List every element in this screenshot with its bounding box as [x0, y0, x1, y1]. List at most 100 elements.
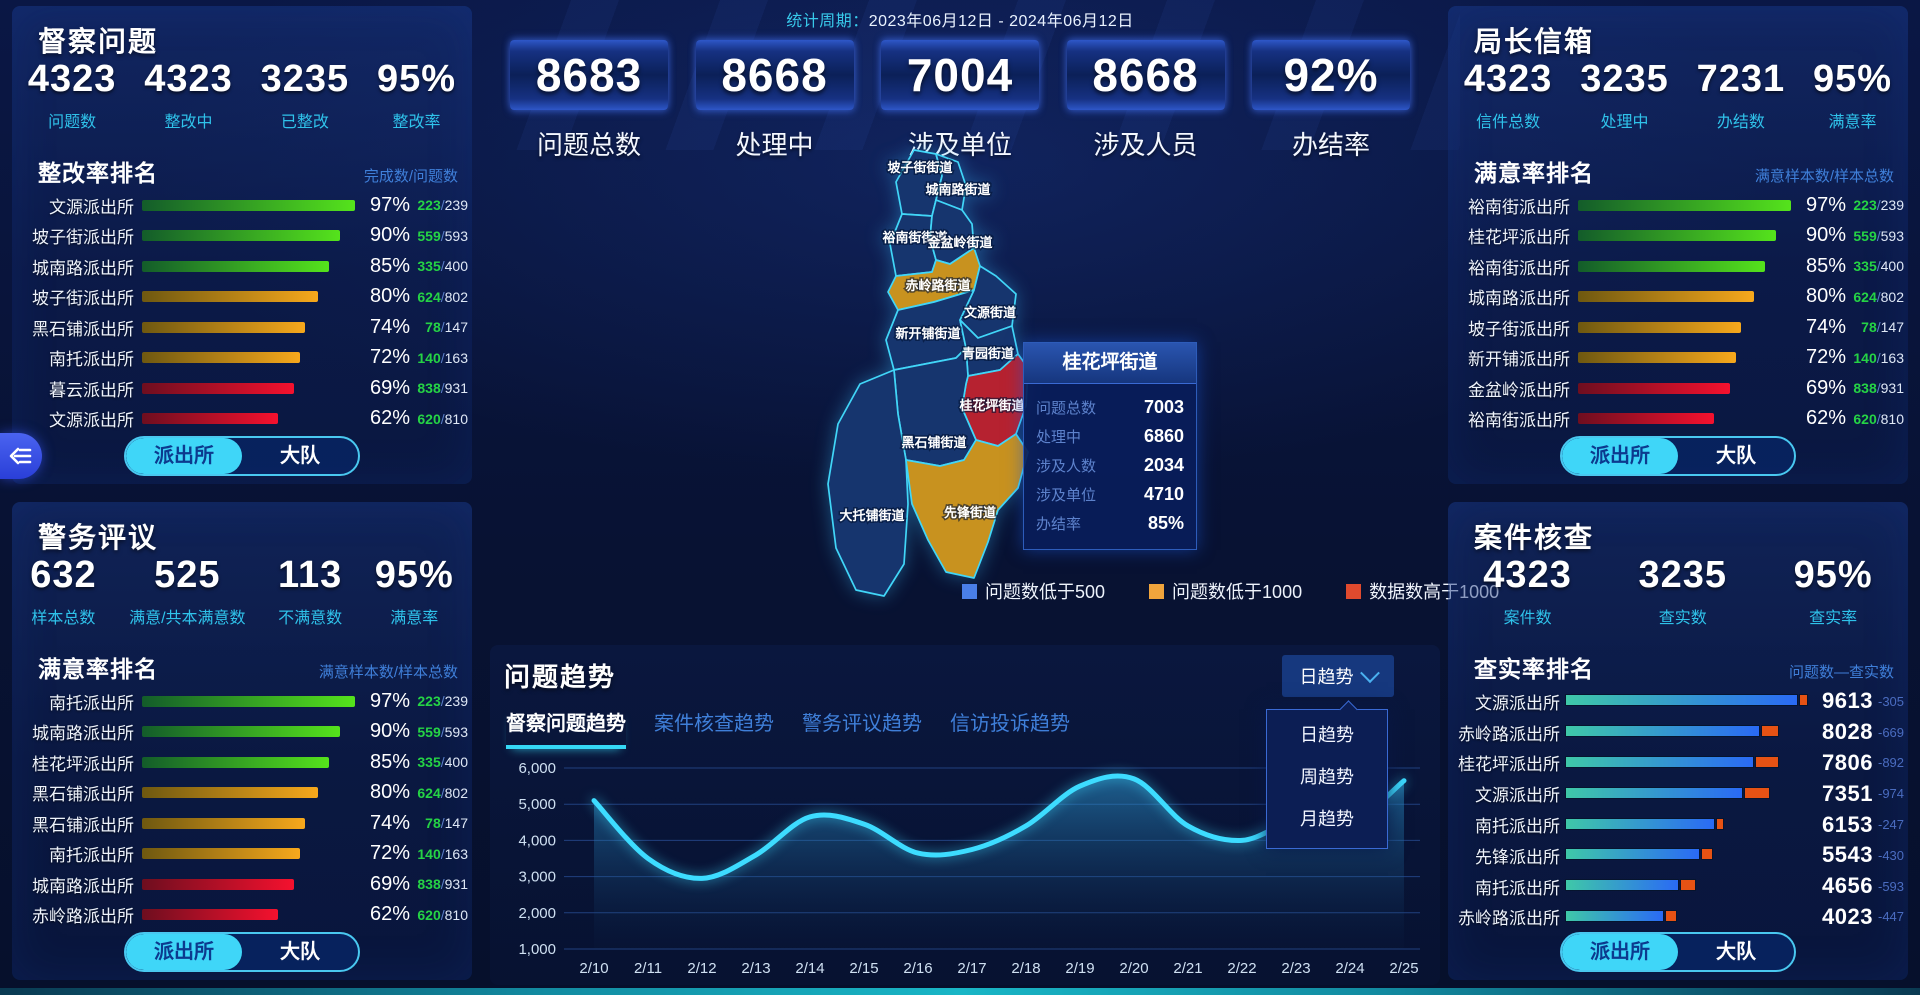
- rank-bar-track: [1578, 413, 1798, 425]
- chevron-down-icon: [1359, 663, 1380, 684]
- rank-bar: [142, 756, 329, 768]
- case-value: 8028: [1822, 719, 1873, 745]
- y-axis-tick: 4,000: [518, 832, 556, 849]
- toggle-option[interactable]: 大队: [280, 941, 320, 963]
- rank-bar-track: [142, 848, 362, 860]
- panel-title: 案件核查: [1474, 522, 1595, 553]
- rank-bar: [142, 352, 301, 364]
- x-axis-tick: 2/20: [1119, 960, 1148, 977]
- rank-bar: [1578, 413, 1715, 425]
- rank-bar-track: [142, 382, 362, 394]
- dropdown-option[interactable]: 日趋势: [1300, 725, 1354, 745]
- toggle-option[interactable]: 大队: [1716, 445, 1756, 467]
- legend-swatch: [1346, 583, 1362, 599]
- trend-tab[interactable]: 督察问题趋势: [506, 707, 626, 749]
- case-bar-tip: [1715, 817, 1724, 830]
- section-hint: 满意样本数/样本总数: [1754, 168, 1894, 185]
- legend-label: 问题数低于1000: [1172, 582, 1303, 602]
- rank-bar-track: [142, 321, 362, 333]
- rank-name: 桂花坪派出所: [32, 754, 134, 774]
- toggle-option[interactable]: 大队: [280, 445, 320, 467]
- map-region-label: 文源街道: [964, 305, 1016, 320]
- kpi-label: 满意率: [1828, 114, 1877, 131]
- case-bar-tip: [1701, 848, 1714, 861]
- legend-label: 问题数低于500: [985, 582, 1106, 602]
- kpi-value: 3235: [1580, 58, 1669, 100]
- rank-percent: 74%: [1805, 315, 1846, 338]
- rank-name: 裕南街派出所: [1468, 411, 1570, 431]
- dropdown-option[interactable]: 周趋势: [1300, 767, 1354, 787]
- rank-row: 赤岭路派出所 62% 620/810: [12, 900, 472, 931]
- rank-bar: [1578, 291, 1754, 303]
- y-axis-tick: 5,000: [518, 796, 556, 813]
- unit-type-toggle[interactable]: 派出所 大队: [124, 932, 360, 972]
- kpi-label: 处理中: [735, 130, 814, 160]
- toggle-option[interactable]: 派出所: [1562, 934, 1678, 970]
- kpi-row: 632 样本总数 525 满意/共本满意数 113 不满意数 95% 满意率: [14, 554, 470, 628]
- case-bar-tip: [1664, 909, 1678, 922]
- case-bar-track: [1565, 879, 1815, 893]
- rank-percent: 90%: [1805, 224, 1846, 247]
- unit-type-toggle[interactable]: 派出所 大队: [1560, 932, 1796, 972]
- rank-bar: [142, 878, 294, 890]
- map-region[interactable]: [827, 369, 909, 597]
- rank-bar-track: [142, 909, 362, 921]
- rank-fraction: 620/810: [417, 410, 468, 427]
- tooltip-label: 涉及人数: [1036, 458, 1097, 475]
- rank-row: 黑石铺派出所 74% 78/147: [12, 312, 472, 343]
- kpi-value: 95%: [374, 554, 454, 596]
- trend-tab[interactable]: 警务评议趋势: [802, 713, 922, 735]
- kpi-row: 4323 案件数 3235 查实数 95% 查实率: [1450, 554, 1906, 628]
- kpi: 8683 问题总数: [510, 40, 668, 162]
- kpi: 95% 查实率: [1794, 554, 1873, 628]
- x-axis-tick: 2/14: [795, 960, 824, 977]
- panel-mailbox: 局长信箱 4323 信件总数 3235 处理中 7231 办结数 95% 满意率…: [1448, 6, 1908, 484]
- kpi-label: 办结率: [1291, 130, 1370, 160]
- dropdown-option[interactable]: 月趋势: [1300, 809, 1354, 829]
- kpi: 3235 已整改: [261, 58, 350, 132]
- tooltip-label: 处理中: [1036, 429, 1082, 446]
- map-region-label: 赤岭路街道: [905, 278, 970, 293]
- y-axis-tick: 2,000: [518, 905, 556, 922]
- rank-row: 暮云派出所 69% 838/931: [12, 373, 472, 404]
- rank-name: 黑石铺派出所: [32, 815, 134, 835]
- rank-list: 裕南街派出所 97% 223/239 桂花坪派出所 90% 559/593 裕南…: [1448, 190, 1908, 434]
- rank-name: 南托派出所: [49, 693, 134, 713]
- kpi-value: 525: [154, 554, 221, 596]
- toggle-option[interactable]: 派出所: [126, 934, 242, 970]
- case-row: 南托派出所 4656 -593: [1448, 871, 1908, 902]
- sidebar-collapse-handle[interactable]: [0, 433, 42, 479]
- unit-type-toggle[interactable]: 派出所 大队: [1560, 436, 1796, 476]
- map-region-label: 黑石铺街道: [901, 435, 966, 450]
- toggle-option[interactable]: 大队: [1716, 941, 1756, 963]
- trend-tab[interactable]: 案件核查趋势: [654, 713, 774, 735]
- x-axis-tick: 2/18: [1011, 960, 1040, 977]
- kpi-value: 95%: [1812, 58, 1893, 100]
- rank-bar-track: [1578, 352, 1798, 364]
- rank-fraction: 78/147: [425, 319, 468, 336]
- rank-percent: 69%: [369, 872, 410, 895]
- toggle-option[interactable]: 派出所: [126, 438, 242, 474]
- case-row: 桂花坪派出所 7806 -892: [1448, 748, 1908, 779]
- rank-bar: [1578, 260, 1765, 272]
- rank-fraction: 140/163: [417, 349, 468, 366]
- trend-period-menu: 日趋势 周趋势 月趋势: [1266, 709, 1388, 849]
- trend-period-dropdown[interactable]: 日趋势: [1282, 655, 1394, 697]
- case-minor-value: -247: [1878, 817, 1905, 833]
- unit-type-toggle[interactable]: 派出所 大队: [124, 436, 360, 476]
- rank-bar-track: [142, 199, 362, 211]
- case-bar-track: [1565, 694, 1815, 708]
- case-bar: [1565, 725, 1760, 738]
- kpi: 632 样本总数: [30, 554, 96, 628]
- rank-fraction: 838/931: [417, 380, 468, 397]
- case-bar-tip: [1744, 786, 1770, 799]
- case-minor-value: -447: [1878, 909, 1905, 925]
- rank-bar-track: [142, 726, 362, 738]
- map-region[interactable]: [905, 433, 1029, 579]
- trend-tab[interactable]: 信访投诉趋势: [950, 713, 1070, 735]
- rank-fraction: 838/931: [1853, 380, 1904, 397]
- map-region-label: 金盆岭街道: [926, 235, 992, 250]
- rank-row: 新开铺派出所 72% 140/163: [1448, 343, 1908, 374]
- toggle-option[interactable]: 派出所: [1562, 438, 1678, 474]
- kpi: 95% 满意率: [375, 554, 454, 628]
